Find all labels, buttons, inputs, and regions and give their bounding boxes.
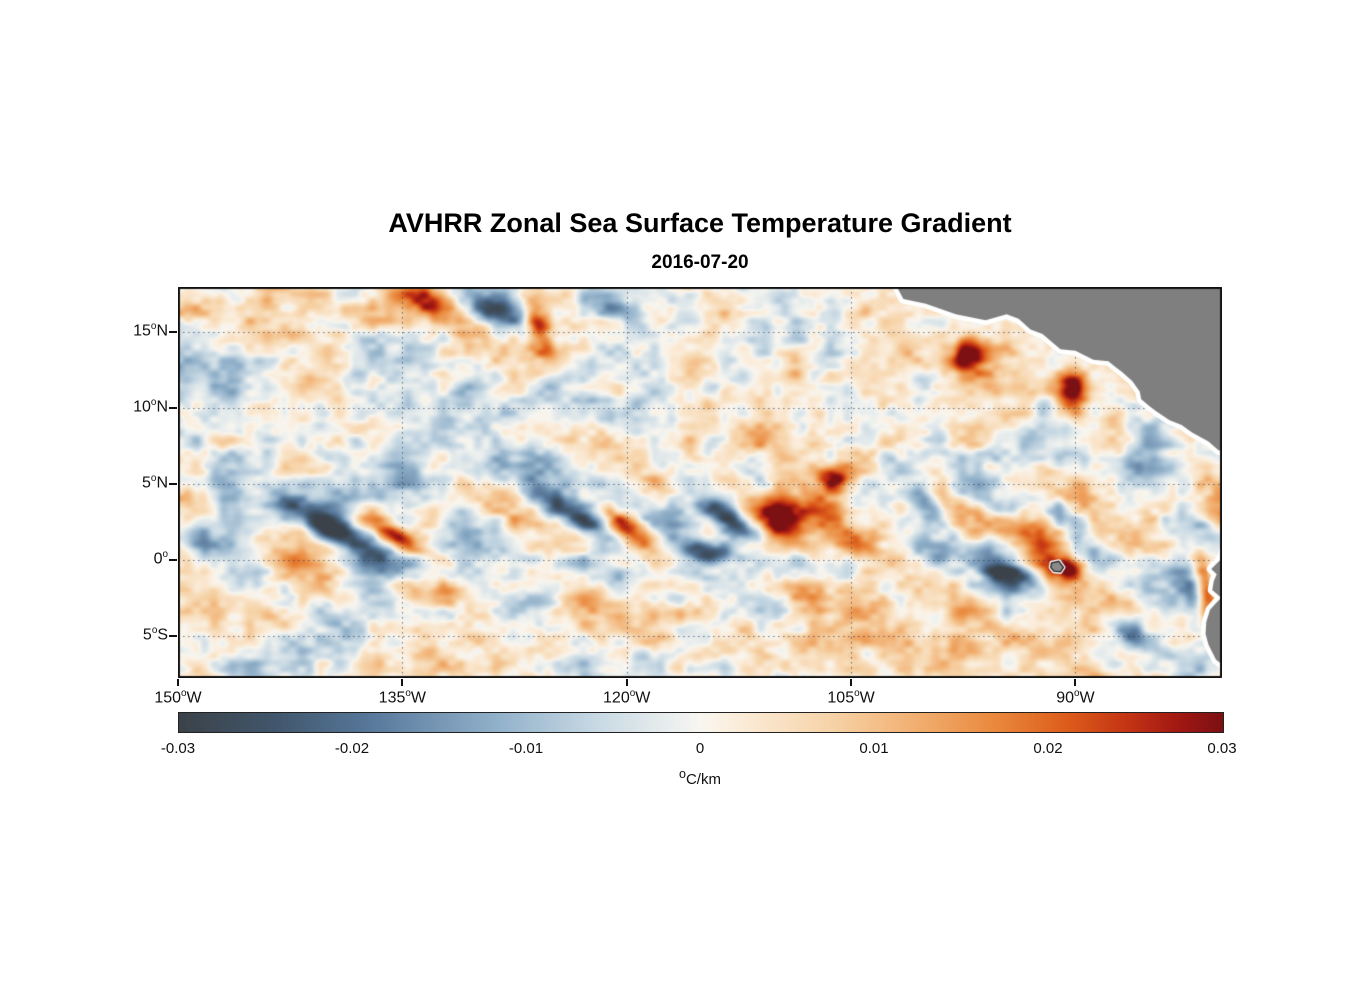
lon-tick-label: 120oW [603, 688, 651, 707]
chart-title: AVHRR Zonal Sea Surface Temperature Grad… [388, 208, 1012, 238]
lat-tick-mark [169, 483, 177, 485]
lat-tick-mark [169, 634, 177, 637]
lon-tick-label: 105oW [827, 688, 875, 707]
colorbar-tick-label: -0.03 [160, 740, 196, 757]
lat-tick-label: 5oS [142, 624, 168, 643]
colorbar-units-label: oC/km [679, 767, 721, 788]
colorbar-tick-label: 0 [695, 740, 705, 757]
lat-tick-label: 5oN [142, 473, 168, 492]
lon-tick-mark [177, 679, 179, 686]
colorbar-tick-label: -0.02 [334, 740, 370, 757]
lat-tick-mark [169, 558, 177, 561]
lat-tick-mark [169, 331, 177, 334]
lon-tick-label: 135oW [378, 688, 426, 707]
colorbar-tick-label: 0.03 [1207, 740, 1237, 757]
colorbar-gradient [178, 712, 1224, 733]
colorbar-tick-label: 0.02 [1033, 740, 1063, 757]
lon-tick-mark [850, 679, 853, 686]
lat-tick-label: 10oN [133, 397, 168, 416]
lat-tick-label: 15oN [133, 321, 168, 340]
lon-tick-label: 150oW [154, 688, 202, 707]
sst-gradient-heatmap-canvas [178, 287, 1222, 678]
lat-tick-mark [169, 407, 177, 410]
lon-tick-mark [1074, 679, 1077, 686]
colorbar-tick-label: -0.01 [508, 740, 544, 757]
lat-tick-label: 0o [153, 548, 168, 568]
colorbar-tick-label: 0.01 [859, 740, 889, 757]
lon-tick-mark [401, 679, 404, 686]
lon-tick-label: 90oW [1056, 688, 1095, 707]
lon-tick-mark [625, 679, 628, 686]
chart-date-subtitle: 2016-07-20 [651, 252, 749, 273]
